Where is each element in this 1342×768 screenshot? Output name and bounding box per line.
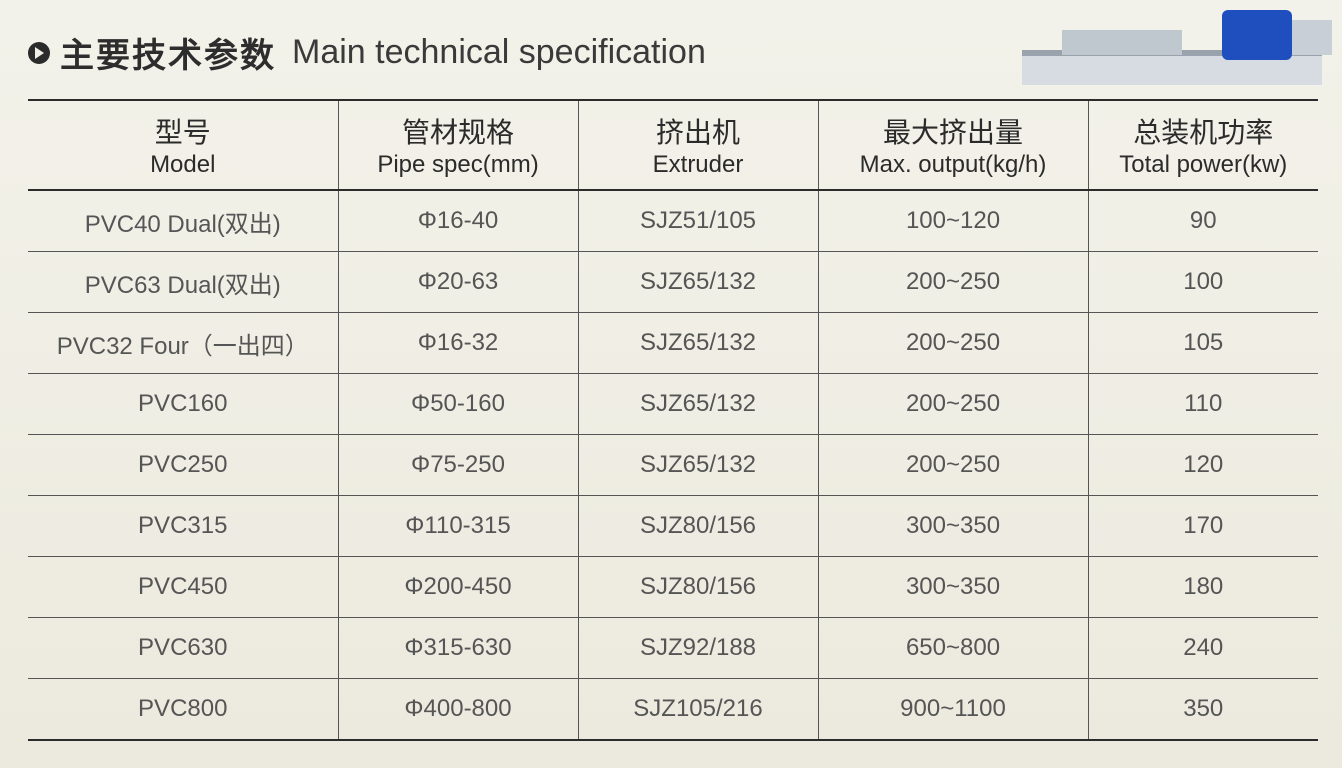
table-row: PVC63 Dual(双出)Φ20-63SJZ65/132200~250100	[28, 252, 1318, 313]
table-cell: 240	[1088, 618, 1318, 679]
table-cell: 180	[1088, 557, 1318, 618]
table-cell: 200~250	[818, 313, 1088, 374]
table-cell: 200~250	[818, 435, 1088, 496]
table-row: PVC450Φ200-450SJZ80/156300~350180	[28, 557, 1318, 618]
table-cell: PVC32 Four（一出四）	[28, 313, 338, 374]
spec-table-head: 型号 Model 管材规格 Pipe spec(mm) 挤出机 Extruder…	[28, 100, 1318, 190]
th-extruder-en: Extruder	[583, 151, 814, 179]
spec-sheet-page: 主要技术参数 Main technical specification 型号 M…	[0, 0, 1342, 768]
table-cell: PVC315	[28, 496, 338, 557]
table-cell: 105	[1088, 313, 1318, 374]
spec-table-body: PVC40 Dual(双出)Φ16-40SJZ51/105100~12090PV…	[28, 190, 1318, 740]
table-cell: 100~120	[818, 190, 1088, 252]
table-cell: 350	[1088, 679, 1318, 741]
table-cell: Φ20-63	[338, 252, 578, 313]
table-row: PVC800Φ400-800SJZ105/216900~1100350	[28, 679, 1318, 741]
table-cell: 650~800	[818, 618, 1088, 679]
table-cell: 300~350	[818, 496, 1088, 557]
table-row: PVC32 Four（一出四）Φ16-32SJZ65/132200~250105	[28, 313, 1318, 374]
title-chinese: 主要技术参数	[60, 28, 276, 77]
table-cell: Φ16-32	[338, 313, 578, 374]
table-cell: PVC450	[28, 557, 338, 618]
table-cell: PVC630	[28, 618, 338, 679]
table-cell: SJZ65/132	[578, 252, 818, 313]
table-row: PVC40 Dual(双出)Φ16-40SJZ51/105100~12090	[28, 190, 1318, 252]
table-cell: SJZ80/156	[578, 496, 818, 557]
table-row: PVC160Φ50-160SJZ65/132200~250110	[28, 374, 1318, 435]
table-cell: Φ110-315	[338, 496, 578, 557]
th-model-cn: 型号	[32, 111, 334, 151]
table-cell: 100	[1088, 252, 1318, 313]
spec-header-row: 型号 Model 管材规格 Pipe spec(mm) 挤出机 Extruder…	[28, 100, 1318, 190]
th-model: 型号 Model	[28, 100, 338, 190]
th-extruder: 挤出机 Extruder	[578, 100, 818, 190]
table-cell: 200~250	[818, 374, 1088, 435]
table-cell: Φ315-630	[338, 618, 578, 679]
th-output-cn: 最大挤出量	[823, 111, 1084, 151]
table-cell: PVC160	[28, 374, 338, 435]
table-cell: 120	[1088, 435, 1318, 496]
th-power-en: Total power(kw)	[1093, 151, 1315, 179]
table-cell: Φ400-800	[338, 679, 578, 741]
table-cell: 90	[1088, 190, 1318, 252]
table-cell: SJZ51/105	[578, 190, 818, 252]
th-pipe-en: Pipe spec(mm)	[343, 151, 574, 179]
table-cell: Φ75-250	[338, 435, 578, 496]
table-cell: Φ200-450	[338, 557, 578, 618]
table-cell: PVC63 Dual(双出)	[28, 252, 338, 313]
table-cell: 300~350	[818, 557, 1088, 618]
table-cell: SJZ65/132	[578, 374, 818, 435]
table-cell: SJZ80/156	[578, 557, 818, 618]
table-cell: PVC250	[28, 435, 338, 496]
th-pipe-cn: 管材规格	[343, 111, 574, 151]
table-cell: 110	[1088, 374, 1318, 435]
table-cell: PVC800	[28, 679, 338, 741]
table-cell: 200~250	[818, 252, 1088, 313]
table-row: PVC315Φ110-315SJZ80/156300~350170	[28, 496, 1318, 557]
th-power-cn: 总装机功率	[1093, 111, 1315, 151]
table-cell: 170	[1088, 496, 1318, 557]
table-cell: Φ50-160	[338, 374, 578, 435]
section-title: 主要技术参数 Main technical specification	[28, 28, 1324, 77]
table-cell: SJZ65/132	[578, 435, 818, 496]
th-extruder-cn: 挤出机	[583, 111, 814, 151]
table-cell: Φ16-40	[338, 190, 578, 252]
th-output: 最大挤出量 Max. output(kg/h)	[818, 100, 1088, 190]
table-row: PVC250Φ75-250SJZ65/132200~250120	[28, 435, 1318, 496]
th-output-en: Max. output(kg/h)	[823, 151, 1084, 179]
table-cell: PVC40 Dual(双出)	[28, 190, 338, 252]
th-model-en: Model	[32, 151, 334, 179]
table-cell: SJZ92/188	[578, 618, 818, 679]
table-row: PVC630Φ315-630SJZ92/188650~800240	[28, 618, 1318, 679]
table-cell: 900~1100	[818, 679, 1088, 741]
th-pipe: 管材规格 Pipe spec(mm)	[338, 100, 578, 190]
table-cell: SJZ65/132	[578, 313, 818, 374]
th-power: 总装机功率 Total power(kw)	[1088, 100, 1318, 190]
table-cell: SJZ105/216	[578, 679, 818, 741]
specification-table: 型号 Model 管材规格 Pipe spec(mm) 挤出机 Extruder…	[28, 99, 1318, 741]
bullet-icon	[28, 42, 50, 64]
title-english: Main technical specification	[292, 33, 706, 72]
